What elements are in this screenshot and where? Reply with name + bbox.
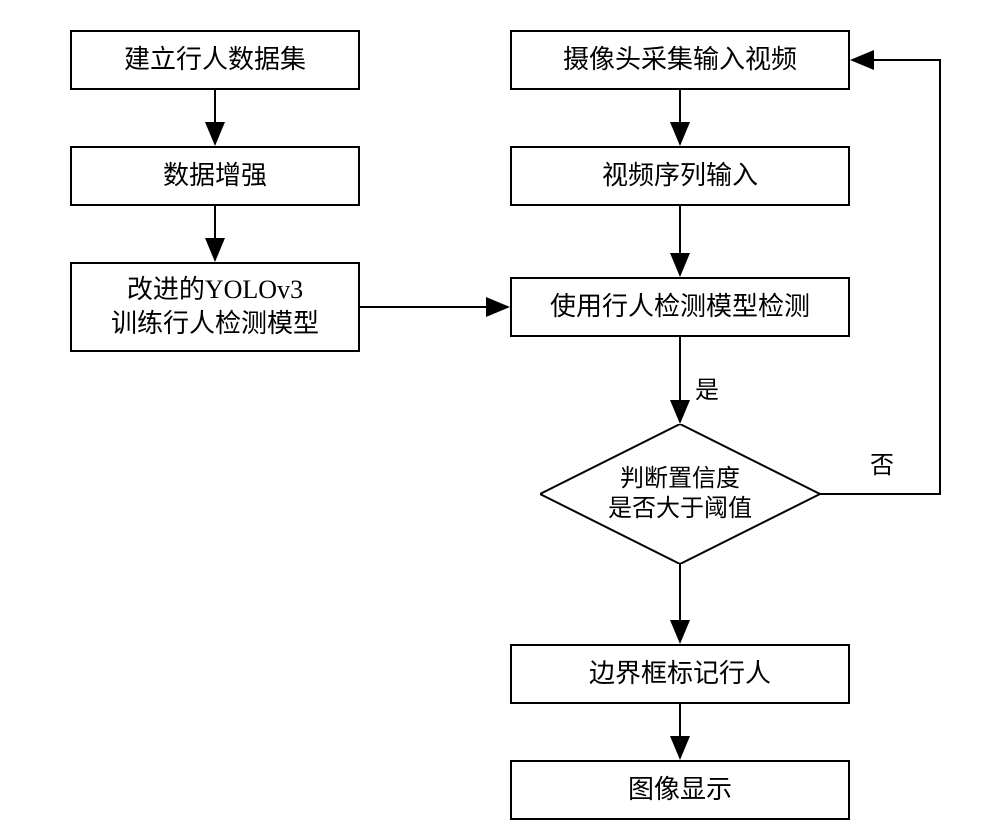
connectors xyxy=(0,0,1000,837)
